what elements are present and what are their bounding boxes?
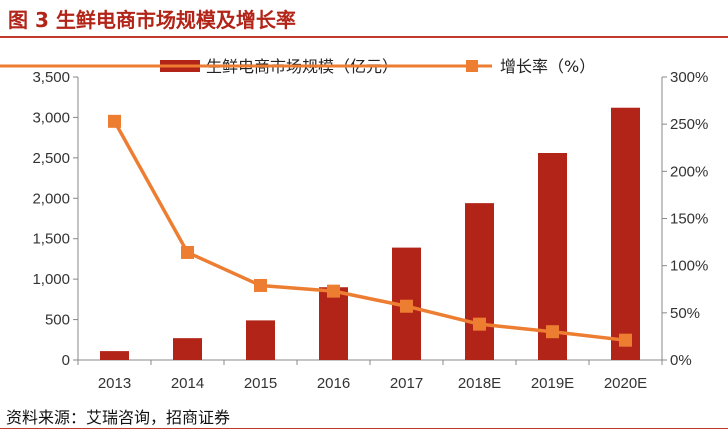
growth-point	[254, 278, 267, 292]
y-right-tick-label: 0%	[670, 352, 692, 369]
source-note: 资料来源：艾瑞咨询，招商证券	[6, 408, 231, 427]
y-left-tick-label: 2,000	[32, 190, 70, 207]
y-right-tick-label: 50%	[670, 305, 700, 322]
y-left-tick-label: 1,000	[32, 271, 70, 288]
y-left-tick-label: 0	[62, 352, 70, 369]
x-tick-label: 2019E	[531, 375, 574, 392]
growth-point	[546, 325, 559, 339]
x-tick-label: 2016	[317, 375, 350, 392]
growth-point	[473, 317, 486, 331]
bar	[611, 107, 640, 361]
growth-point	[400, 299, 413, 313]
x-tick-label: 2013	[98, 375, 131, 392]
legend: 生鲜电商市场规模（亿元） 增长率（%）	[0, 57, 595, 76]
title-divider	[0, 36, 728, 38]
y-right-tick-label: 100%	[670, 258, 708, 275]
x-tick-label: 2017	[390, 375, 423, 392]
chart-area: 0 500 1,000 1,500 2,000 2,500 3,000 3,500 0% 50% 1…	[0, 57, 708, 392]
x-tick-label: 2015	[244, 375, 277, 392]
y-left-tick-label: 3,500	[32, 69, 70, 86]
legend-line-marker	[466, 60, 478, 72]
growth-point	[327, 284, 340, 298]
bar	[100, 351, 129, 360]
bar	[319, 287, 348, 360]
y-left-tick-label: 3,000	[32, 109, 70, 126]
figure-title: 图 3 生鲜电商市场规模及增长率	[8, 8, 296, 32]
bar	[173, 338, 202, 360]
y-left-tick-label: 1,500	[32, 231, 70, 248]
growth-point	[181, 245, 194, 259]
y-right-tick-label: 300%	[670, 69, 708, 86]
y-left-tick-label: 2,500	[32, 150, 70, 167]
growth-point	[108, 114, 121, 128]
y-right-tick-label: 200%	[670, 163, 708, 180]
growth-point	[619, 333, 632, 347]
x-tick-label: 2020E	[604, 375, 647, 392]
x-tick-label: 2014	[171, 375, 204, 392]
y-right-tick-label: 150%	[670, 211, 708, 228]
growth-line	[112, 120, 626, 342]
bar	[246, 320, 275, 360]
x-tick-label: 2018E	[458, 375, 501, 392]
plot-area: 0 500 1,000 1,500 2,000 2,500 3,000 3,500 0% 50% 1…	[32, 69, 708, 392]
bar	[465, 203, 494, 360]
y-right-tick-label: 250%	[670, 116, 708, 133]
y-left-tick-label: 500	[45, 312, 70, 329]
footer-divider	[0, 428, 728, 429]
legend-line-label: 增长率（%）	[500, 57, 595, 76]
